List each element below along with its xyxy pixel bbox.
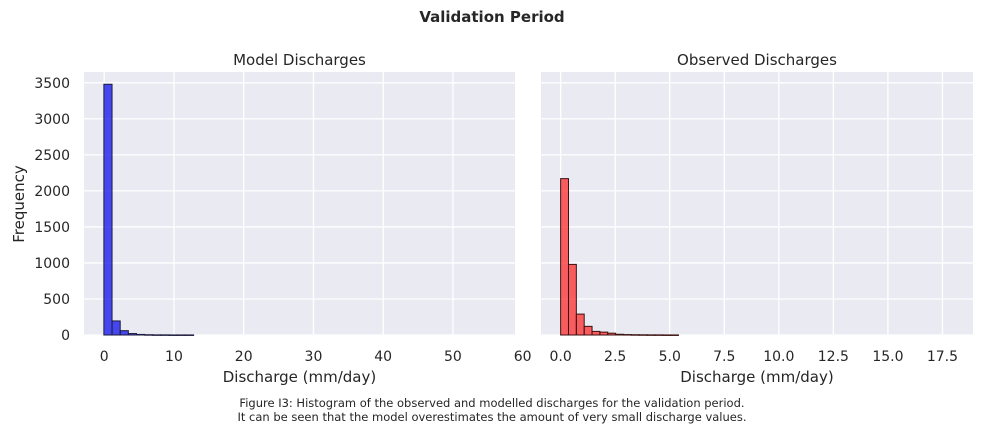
y-axis-label: Frequency xyxy=(10,165,28,243)
x-tick-label: 15.0 xyxy=(872,349,903,365)
x-tick-label: 40 xyxy=(374,349,392,365)
histogram-bar xyxy=(630,334,640,336)
model-discharges-panel: 0 10 20 30 40 50 60 0 500 1000 1500 2000 2500 3000 35… xyxy=(10,51,532,386)
histogram-bar xyxy=(144,334,154,336)
y-tick-labels: 0 500 1000 1500 2000 2500 3000 3500 xyxy=(34,76,70,344)
y-tick-label: 1500 xyxy=(34,220,70,236)
histogram-bar xyxy=(662,334,672,336)
histogram-bar xyxy=(176,334,186,336)
histogram-bars xyxy=(560,178,679,336)
x-tick-label: 17.5 xyxy=(927,349,958,365)
caption-line-1: Figure I3: Histogram of the observed and… xyxy=(239,396,745,410)
x-tick-label: 30 xyxy=(305,349,323,365)
suptitle: Validation Period xyxy=(419,8,564,26)
histogram-bar xyxy=(654,334,664,336)
x-tick-label: 2.5 xyxy=(604,349,626,365)
caption-line-2: It can be seen that the model overestima… xyxy=(237,410,747,424)
x-tick-label: 20 xyxy=(235,349,253,365)
observed-discharges-panel: 0.0 2.5 5.0 7.5 10.0 12.5 15.0 17.5 Observed Di… xyxy=(541,51,973,386)
x-tick-labels: 0.0 2.5 5.0 7.5 10.0 12.5 15.0 17.5 xyxy=(550,349,959,365)
x-axis-label: Discharge (mm/day) xyxy=(680,368,833,386)
histogram-bar xyxy=(184,334,195,336)
histogram-bar xyxy=(599,331,609,336)
histogram-bar xyxy=(638,334,648,336)
histogram-bar xyxy=(111,320,121,336)
y-tick-label: 1000 xyxy=(34,256,70,272)
x-axis-label: Discharge (mm/day) xyxy=(223,368,376,386)
panel-title: Model Discharges xyxy=(233,51,366,69)
histogram-bars xyxy=(103,83,195,336)
histogram-bar xyxy=(160,334,170,336)
x-tick-label: 10 xyxy=(165,349,183,365)
x-tick-label: 50 xyxy=(444,349,462,365)
y-tick-label: 0 xyxy=(61,328,70,344)
histogram-bar xyxy=(591,330,601,336)
x-tick-label: 0 xyxy=(100,349,109,365)
histogram-bar xyxy=(670,334,679,336)
plot-background xyxy=(541,72,973,335)
x-tick-label: 5.0 xyxy=(659,349,681,365)
histogram-bar xyxy=(567,263,577,336)
x-tick-label: 0.0 xyxy=(550,349,572,365)
histogram-bar xyxy=(583,325,593,336)
x-tick-label: 7.5 xyxy=(713,349,735,365)
histogram-bar xyxy=(168,334,178,336)
histogram-bar xyxy=(575,313,585,336)
figure-caption: Figure I3: Histogram of the observed and… xyxy=(0,396,984,424)
y-tick-label: 3500 xyxy=(34,76,70,92)
histogram-bar xyxy=(136,333,146,336)
histogram-bar xyxy=(646,334,656,336)
histogram-bar xyxy=(615,333,624,336)
plot-background xyxy=(84,72,515,335)
histogram-bar xyxy=(152,334,162,336)
x-tick-label: 60 xyxy=(514,349,532,365)
histogram-bar xyxy=(103,83,113,336)
histogram-bar xyxy=(560,178,569,336)
histogram-bar xyxy=(607,332,617,336)
x-tick-label: 12.5 xyxy=(818,349,849,365)
y-tick-label: 500 xyxy=(43,292,70,308)
panel-title: Observed Discharges xyxy=(677,51,837,69)
x-tick-label: 10.0 xyxy=(763,349,794,365)
x-tick-labels: 0 10 20 30 40 50 60 xyxy=(100,349,532,365)
y-tick-label: 2500 xyxy=(34,148,70,164)
histogram-bar xyxy=(127,333,138,336)
histogram-bar xyxy=(622,334,632,336)
y-tick-label: 3000 xyxy=(34,112,70,128)
gridlines xyxy=(84,72,524,336)
histogram-bar xyxy=(119,330,129,336)
y-tick-label: 2000 xyxy=(34,184,70,200)
